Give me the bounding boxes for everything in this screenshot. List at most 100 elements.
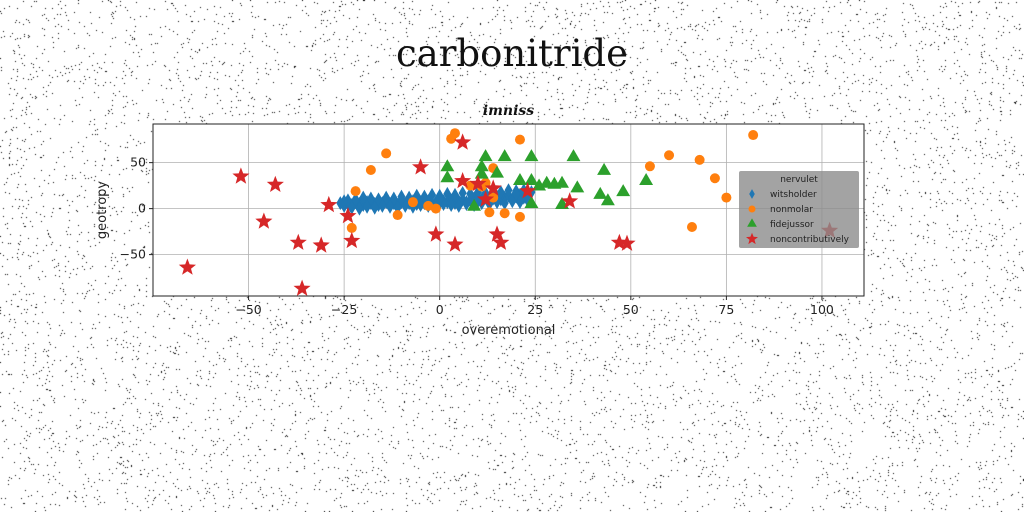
- x-axis-title: overemotional: [462, 323, 556, 338]
- triangle-point: [497, 149, 512, 162]
- diamond-point: [366, 191, 375, 206]
- triangle-point: [616, 184, 631, 197]
- star-point: [339, 207, 357, 224]
- diamond-point: [450, 187, 459, 202]
- series-noncontributively: [178, 133, 839, 296]
- y-tick-label: 0: [138, 201, 146, 216]
- legend-box: [739, 171, 859, 248]
- diamond-point: [447, 197, 456, 212]
- star-point: [289, 233, 307, 250]
- star-point: [488, 225, 506, 242]
- triangle-point: [566, 149, 581, 162]
- series-fidejussor: [440, 149, 654, 211]
- figure-title: carbonitride: [395, 32, 629, 75]
- triangle-point: [440, 170, 455, 183]
- star-point: [610, 233, 628, 250]
- star-point: [484, 179, 502, 196]
- diamond-point: [386, 199, 394, 214]
- star-point: [454, 172, 472, 189]
- star-point: [492, 233, 510, 250]
- star-point: [427, 225, 445, 242]
- y-axis-title: geotropy: [95, 181, 110, 240]
- axis-ticks: −50 −25 0 25 50 75 100 −50 0 50: [120, 155, 834, 317]
- star-point: [293, 279, 311, 296]
- star-point: [618, 234, 636, 251]
- legend-marker-nonmolar: [748, 205, 756, 213]
- legend: nervulet witsholder nonmolar fidejussor non…: [739, 171, 859, 248]
- circle-point: [350, 186, 361, 197]
- circle-point: [748, 130, 759, 141]
- x-tick-label: 50: [623, 302, 639, 317]
- triangle-point: [570, 180, 585, 193]
- circle-point: [644, 161, 655, 172]
- circle-point: [721, 192, 732, 203]
- x-tick-label: 75: [718, 302, 734, 317]
- triangle-point: [524, 196, 539, 209]
- diamond-point: [508, 194, 517, 209]
- diamond-point: [363, 199, 372, 214]
- legend-label-nonmolar: nonmolar: [770, 205, 813, 215]
- circle-point: [381, 148, 392, 159]
- diamond-point: [336, 196, 345, 211]
- x-tick-label: −25: [331, 302, 357, 317]
- y-tick-label: 50: [130, 155, 146, 170]
- star-point: [312, 236, 330, 253]
- circle-point: [664, 150, 675, 161]
- diamond-point: [378, 198, 387, 213]
- triangle-point: [639, 173, 654, 186]
- triangle-point: [474, 159, 489, 172]
- data-points: [178, 128, 839, 296]
- plot-frame: [152, 123, 865, 297]
- diamond-point: [504, 183, 513, 198]
- chart-title: imniss: [483, 103, 535, 119]
- circle-point: [499, 208, 510, 219]
- diamond-point: [397, 192, 406, 207]
- circle-point: [346, 222, 357, 233]
- diamond-point: [515, 195, 524, 210]
- star-point: [412, 158, 430, 175]
- triangle-point: [593, 186, 608, 199]
- star-point: [343, 231, 361, 249]
- diamond-point: [462, 197, 471, 212]
- legend-marker-fidejussor: [747, 218, 757, 227]
- triangle-point: [478, 149, 493, 162]
- diamond-point: [512, 186, 521, 201]
- diamond-point: [496, 185, 505, 200]
- legend-marker-noncontributively: [746, 232, 758, 245]
- circle-point: [392, 210, 403, 221]
- diamond-point: [420, 189, 429, 204]
- diamond-point: [473, 190, 482, 205]
- diamond-point: [466, 186, 475, 201]
- x-tick-label: 0: [436, 302, 444, 317]
- legend-marker-witsholder: [749, 189, 755, 199]
- diamond-point: [389, 191, 398, 206]
- circle-point: [423, 200, 434, 211]
- star-point: [519, 182, 537, 199]
- circle-point: [484, 207, 495, 218]
- circle-point: [514, 134, 525, 145]
- x-tick-label: 25: [527, 302, 543, 317]
- circle-point: [407, 197, 418, 208]
- x-tick-label: 100: [810, 302, 834, 317]
- diamond-point: [454, 198, 463, 213]
- triangle-point: [490, 165, 504, 178]
- legend-title: nervulet: [780, 175, 818, 185]
- grid-lines: [153, 124, 864, 296]
- diamond-point: [359, 190, 368, 205]
- circle-point: [686, 222, 697, 233]
- legend-label-fidejussor: fidejussor: [770, 220, 814, 230]
- diamond-point: [351, 192, 360, 207]
- circle-point: [430, 203, 441, 214]
- diamond-point: [458, 185, 467, 200]
- triangle-point: [524, 149, 539, 162]
- diamond-point: [416, 197, 425, 212]
- diamond-point: [428, 187, 437, 202]
- x-tick-label: −50: [235, 302, 261, 317]
- star-point: [561, 192, 579, 209]
- diamond-point: [500, 196, 509, 211]
- triangle-point: [555, 175, 569, 188]
- legend-label-noncontributively: noncontributively: [770, 235, 850, 245]
- triangle-point: [474, 166, 489, 179]
- diamond-point: [370, 200, 379, 215]
- triangle-point: [524, 173, 539, 186]
